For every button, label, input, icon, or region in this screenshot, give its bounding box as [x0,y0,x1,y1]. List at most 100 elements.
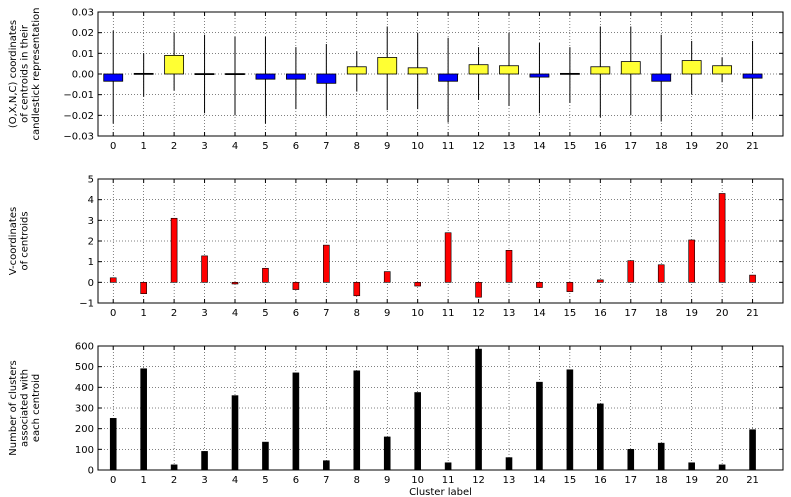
x-tick-label: 15 [564,308,577,319]
bar [627,260,635,283]
x-tick-label: 12 [472,475,485,486]
bar [292,372,300,471]
x-tick-label: 5 [262,475,268,486]
candlestick-panel: −0.03−0.02−0.010.000.010.020.030 1 2 3 4 5 6 7 8… [8,8,784,152]
candle-body [133,72,154,75]
y-axis-label: each centroid [31,374,42,442]
x-tick-label: 14 [533,141,546,152]
bar [688,239,695,283]
bar [597,279,604,283]
candle-body [590,66,611,75]
x-tick-label: 9 [384,308,390,319]
y-tick-label: 0.01 [72,49,94,60]
x-tick-label: 6 [293,308,299,319]
x-tick-label: 10 [411,475,424,486]
x-tick-label: 13 [503,475,516,486]
bar [201,255,208,283]
x-tick-label: 18 [655,141,668,152]
candle-body [529,73,550,78]
bar [170,217,178,283]
y-tick-label: −0.02 [63,111,94,122]
y-tick-label: 0 [88,278,94,289]
candle-body [285,73,306,80]
y-tick-label: 4 [88,195,94,206]
x-tick-label: 1 [140,141,146,152]
x-tick-label: 7 [323,141,329,152]
x-tick-label: 16 [594,308,607,319]
candle-body [377,57,398,75]
x-tick-label: 9 [384,475,390,486]
y-tick-label: 100 [75,445,94,456]
x-tick-label: 8 [354,141,360,152]
x-tick-label: 8 [354,308,360,319]
x-tick-label: 6 [293,141,299,152]
y-tick-label: 0.00 [72,70,94,81]
x-tick-label: 21 [746,308,759,319]
x-tick-label: 17 [624,475,637,486]
x-tick-label: 16 [594,475,607,486]
candle-body [651,73,672,82]
y-tick-label: 0.03 [72,8,94,19]
x-tick-label: 20 [716,308,729,319]
candle-body [438,73,459,82]
candle-body [346,66,367,75]
x-tick-label: 20 [716,141,729,152]
x-tick-label: 11 [442,308,455,319]
bar [749,429,756,471]
x-tick-label: 6 [293,475,299,486]
bar [536,282,543,288]
bar [383,436,391,471]
bar [109,277,117,283]
candle-body [255,73,276,80]
y-axis-label: of centroids [20,211,31,270]
bar [231,395,239,471]
x-axis-label: Cluster label [409,487,472,497]
x-tick-label: 19 [685,475,698,486]
candle-body [164,55,185,75]
bar [566,282,574,292]
x-tick-label: 1 [140,475,146,486]
bar [109,418,117,471]
x-tick-label: 12 [472,308,485,319]
bar [414,392,421,471]
x-tick-label: 21 [746,141,759,152]
y-tick-label: 300 [75,404,94,415]
x-tick-label: 3 [201,141,207,152]
candle-body [499,65,519,75]
x-tick-label: 11 [442,475,455,486]
y-tick-label: 500 [75,362,94,373]
x-tick-label: 12 [472,141,485,152]
bar [597,403,604,471]
x-tick-label: 5 [262,141,268,152]
bar [140,368,147,471]
bar [536,381,543,471]
bar [383,271,391,283]
x-tick-label: 17 [624,141,637,152]
bar [475,348,482,471]
y-tick-label: 5 [88,175,94,186]
candle-body [103,73,124,82]
x-tick-label: 7 [323,475,329,486]
x-tick-label: 20 [716,475,729,486]
candle-body [620,61,641,75]
bar [353,370,361,471]
bar [262,267,269,283]
y-axis-label: candlestick representation [31,8,42,141]
candle-body [225,73,245,75]
x-tick-label: 2 [171,308,177,319]
candle-body [407,67,428,75]
bar [140,282,147,295]
x-tick-label: 4 [232,141,238,152]
x-tick-label: 16 [594,141,607,152]
y-axis-label: Number of clusters [8,360,19,455]
x-tick-label: 11 [442,141,455,152]
bar [262,441,269,471]
x-tick-label: 3 [201,475,207,486]
x-tick-label: 4 [232,475,238,486]
bar [718,193,726,283]
x-tick-label: 0 [110,475,116,486]
x-tick-label: 2 [171,141,177,152]
bar [414,282,421,287]
candle-body [742,73,763,79]
